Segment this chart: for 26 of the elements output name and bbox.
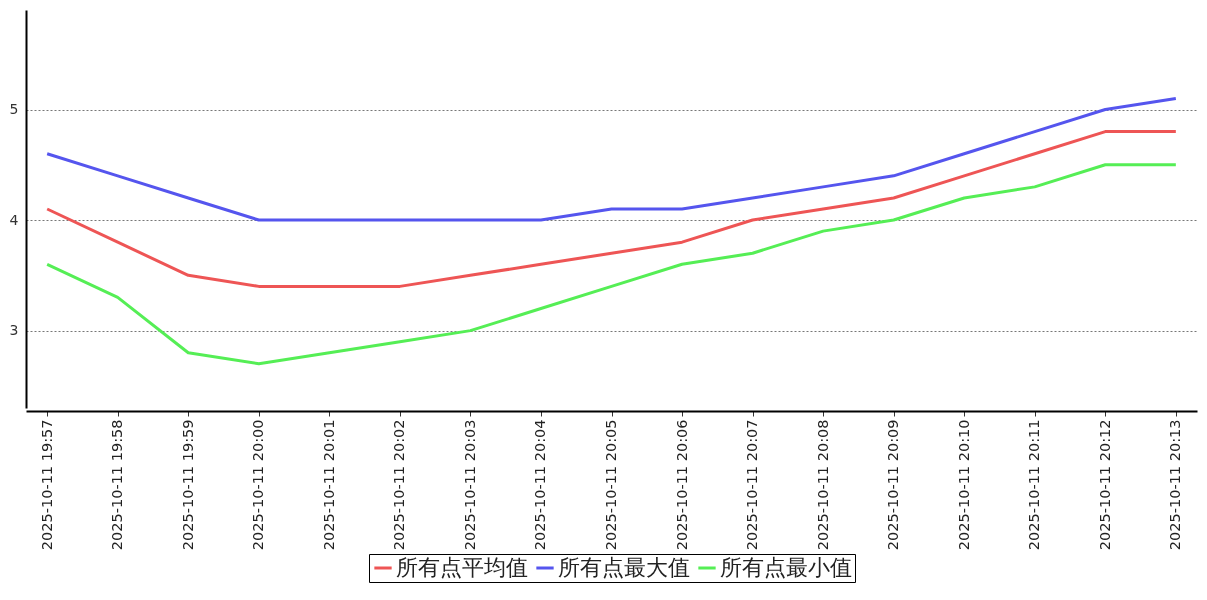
x-tick-label: 2025-10-11 20:07 [744,419,761,551]
x-tick-label: 2025-10-11 20:10 [955,419,972,551]
legend-label: 所有点最小值 [720,555,852,580]
x-tick-label: 2025-10-11 20:03 [461,419,478,551]
x-tick-label: 2025-10-11 20:05 [603,419,619,551]
x-tick-label: 2025-10-11 20:00 [250,419,267,551]
y-tick-label: 3 [9,322,19,339]
x-tick-label: 2025-10-11 20:09 [885,419,902,551]
x-tick-label: 2025-10-11 20:08 [814,419,831,551]
x-tick-label: 2025-10-11 20:13 [1167,419,1184,551]
x-tick-label: 2025-10-11 20:06 [673,419,690,551]
legend-label: 所有点平均值 [396,555,528,580]
x-tick-label: 2025-10-11 20:02 [391,419,408,551]
x-tick-label: 2025-10-11 19:58 [109,419,126,551]
x-tick-label: 2025-10-11 20:01 [320,419,337,551]
y-tick-label: 4 [9,211,19,228]
x-tick-label: 2025-10-11 19:59 [179,419,196,551]
line-series [45,163,1178,366]
x-tick-label: 2025-10-11 20:12 [1096,419,1113,551]
line-series [45,130,1178,288]
line-series [45,96,1178,222]
x-tick-label: 2025-10-11 20:04 [532,419,549,551]
x-tick-label: 2025-10-11 20:11 [1026,419,1043,551]
y-tick-label: 5 [9,101,19,117]
x-tick-label: 2025-10-11 19:57 [38,419,55,551]
legend-label: 所有点最大值 [558,555,690,580]
